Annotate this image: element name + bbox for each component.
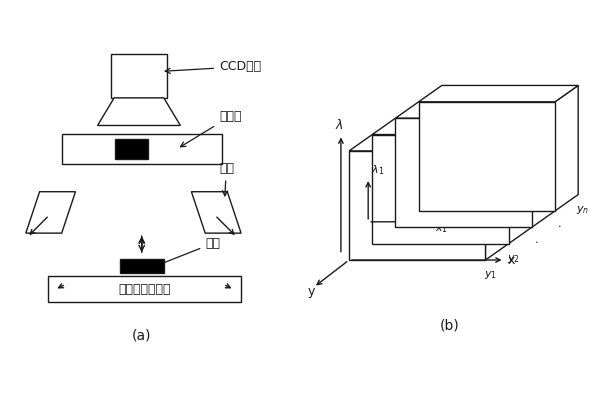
Polygon shape	[191, 192, 241, 233]
Text: $\lambda$: $\lambda$	[335, 118, 344, 132]
Bar	[119, 259, 164, 273]
Text: y: y	[307, 286, 314, 298]
Text: 光源: 光源	[219, 162, 234, 196]
Polygon shape	[419, 86, 578, 102]
Text: $\lambda_1$: $\lambda_1$	[371, 163, 385, 177]
Text: 光谱仪: 光谱仪	[181, 110, 241, 147]
Polygon shape	[532, 102, 555, 227]
Polygon shape	[509, 118, 532, 244]
Text: $y_1$: $y_1$	[484, 269, 497, 281]
Text: $\cdot$: $\cdot$	[557, 220, 562, 230]
Text: x: x	[507, 254, 515, 267]
Polygon shape	[98, 98, 181, 126]
Bar	[115, 138, 148, 159]
Bar	[48, 276, 241, 302]
Text: $\cdot$: $\cdot$	[534, 236, 539, 246]
Polygon shape	[419, 102, 555, 211]
Polygon shape	[395, 102, 555, 118]
Text: 电控移动载物台: 电控移动载物台	[118, 282, 171, 296]
Bar	[62, 134, 222, 164]
Polygon shape	[26, 192, 76, 233]
Text: (b): (b)	[440, 318, 460, 332]
Polygon shape	[349, 151, 485, 260]
Bar	[112, 54, 167, 98]
Polygon shape	[555, 86, 578, 211]
Text: $y_n$: $y_n$	[576, 204, 589, 216]
Polygon shape	[372, 118, 532, 134]
Text: 样品: 样品	[159, 237, 220, 265]
Text: $x_1$: $x_1$	[435, 223, 448, 235]
Text: $y_2$: $y_2$	[507, 253, 520, 265]
Polygon shape	[485, 134, 509, 260]
Text: (a): (a)	[132, 328, 151, 342]
Polygon shape	[372, 134, 509, 244]
Text: CCD相机: CCD相机	[165, 60, 261, 73]
Polygon shape	[395, 118, 532, 227]
Polygon shape	[349, 134, 509, 151]
